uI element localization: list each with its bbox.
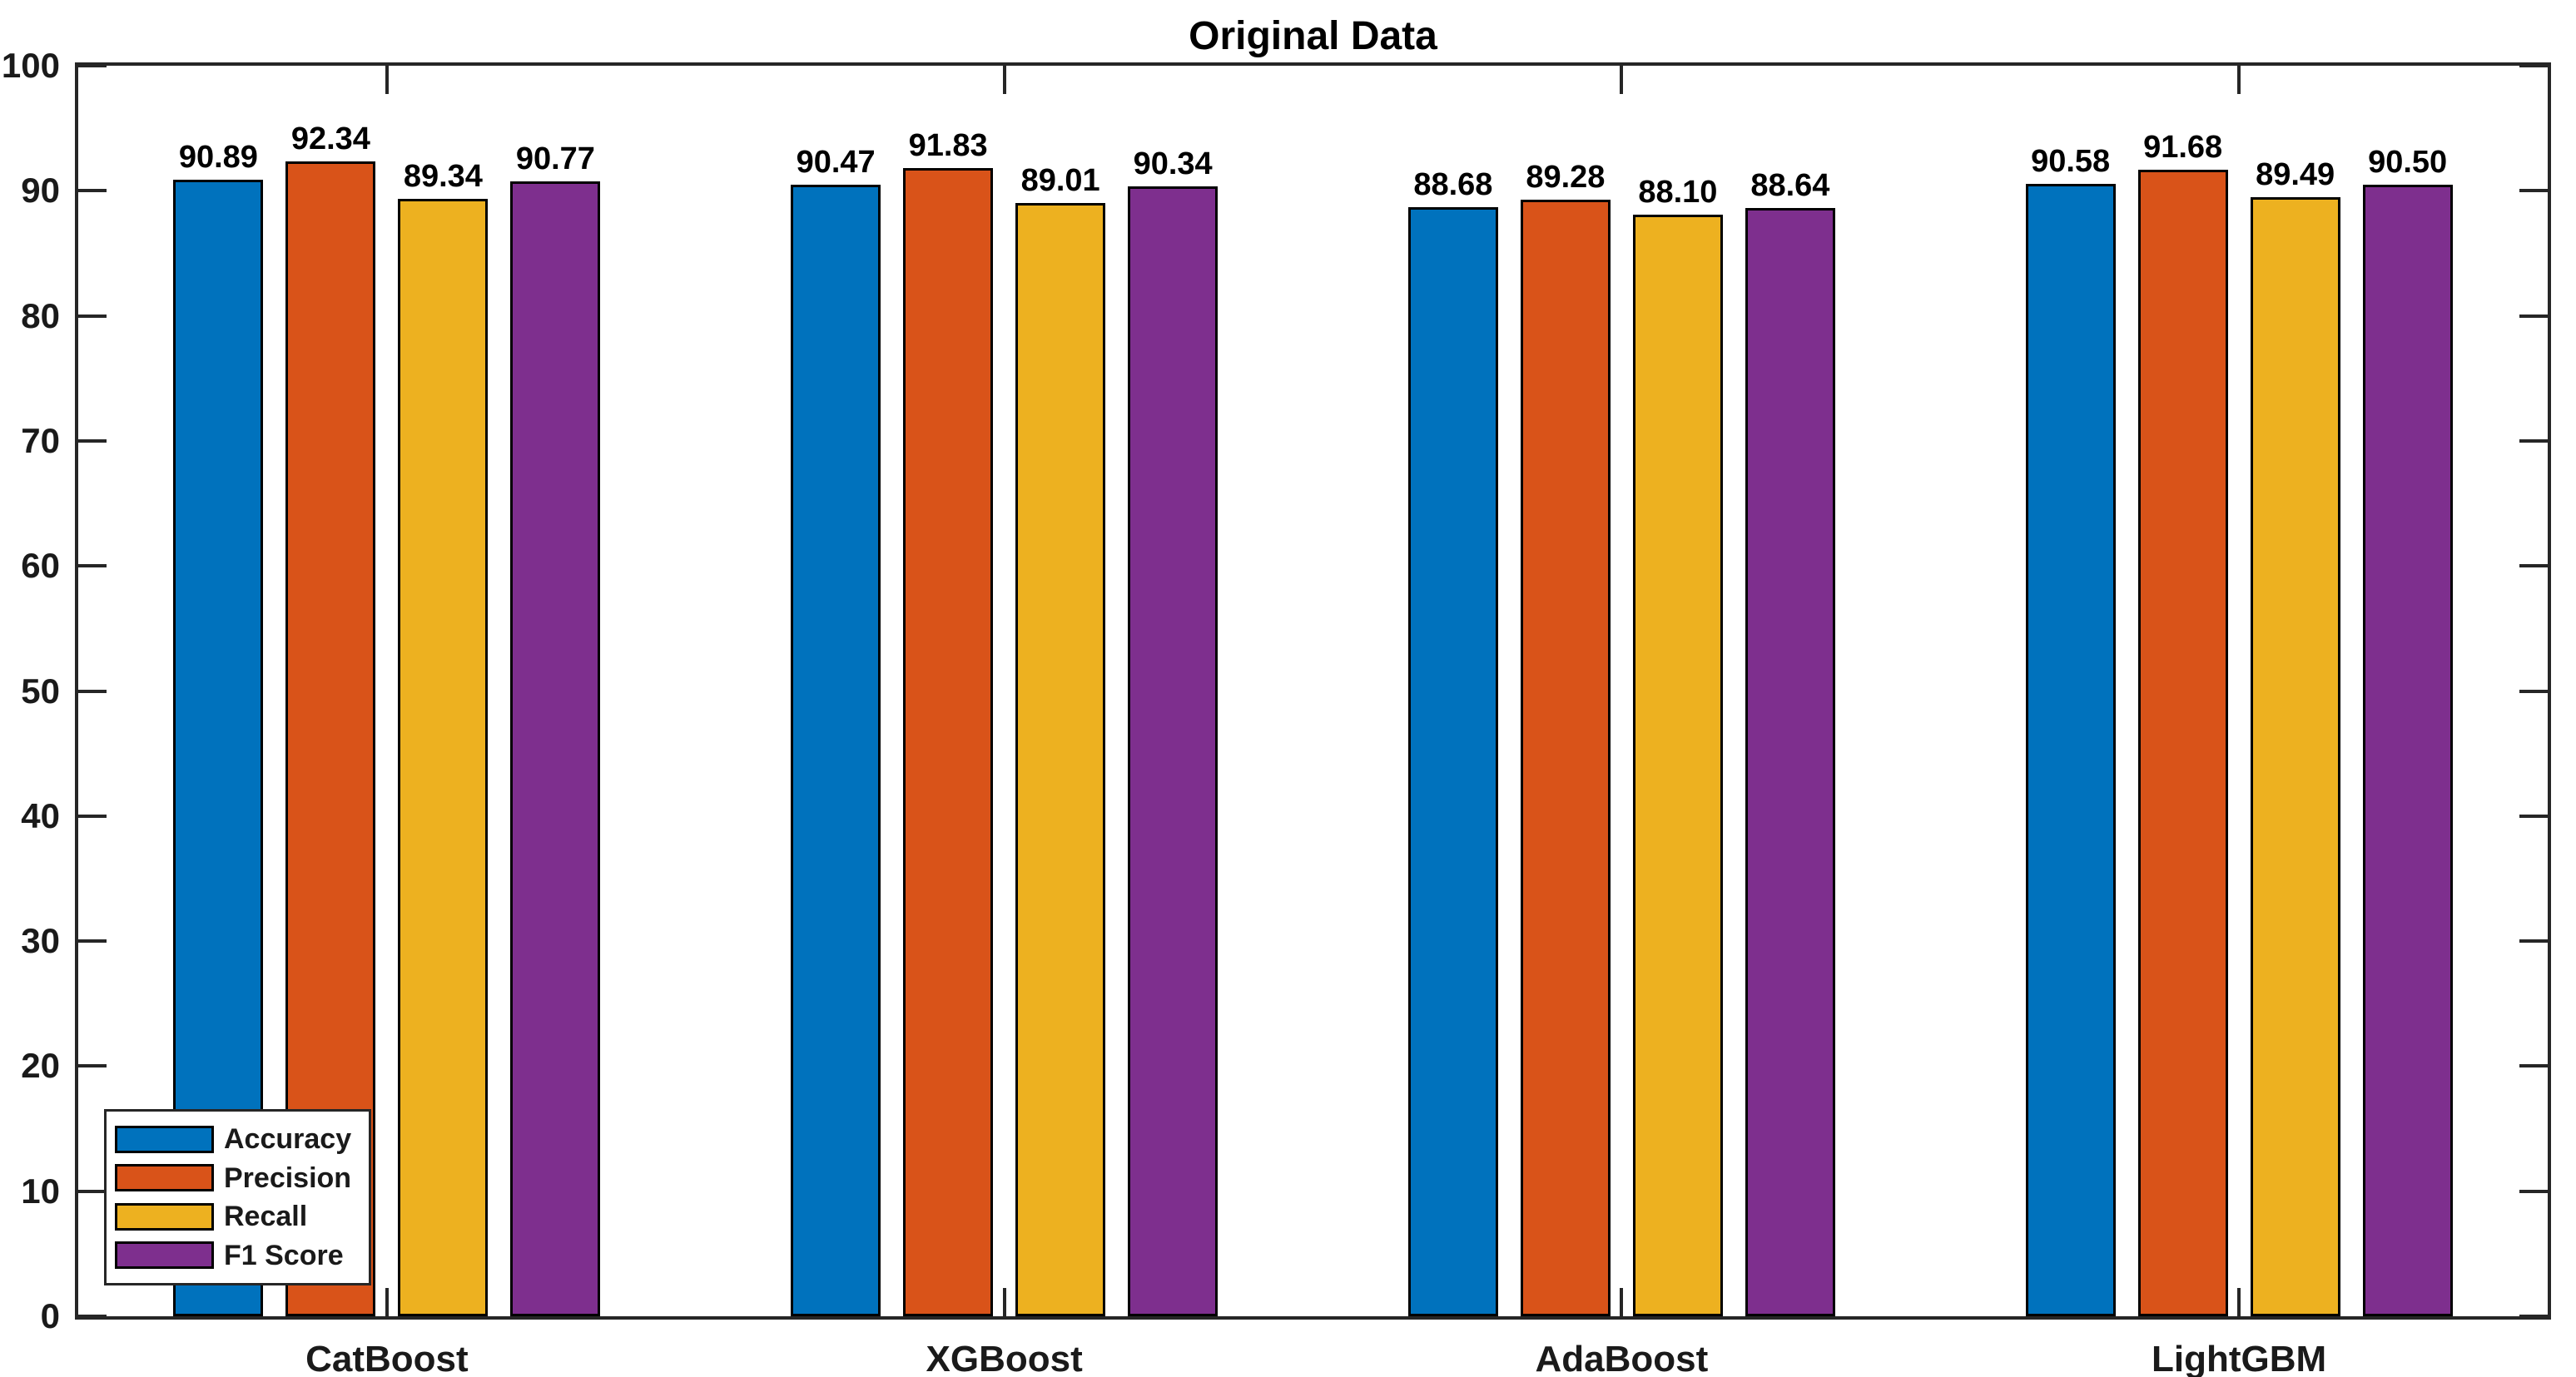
y-tick-mark-left bbox=[78, 438, 107, 443]
x-axis-category-label-lightgbm: LightGBM bbox=[2152, 1339, 2327, 1377]
bar-value-label: 92.34 bbox=[290, 121, 370, 157]
y-tick-mark-left bbox=[78, 1189, 107, 1193]
legend-item-recall: Recall bbox=[115, 1202, 364, 1231]
y-axis-tick-label: 80 bbox=[21, 295, 60, 335]
legend-item-accuracy: Accuracy bbox=[115, 1125, 364, 1153]
y-axis-tick-label: 40 bbox=[21, 795, 60, 835]
legend-label: Accuracy bbox=[224, 1123, 352, 1156]
bar-precision-adaboost bbox=[1520, 200, 1611, 1316]
bar-value-label: 89.49 bbox=[2256, 156, 2335, 192]
plot-area: 90.89 92.34 89.34 90.77 90.47 91.83 89.01 90.34… bbox=[75, 62, 2551, 1320]
legend-swatch-recall bbox=[115, 1202, 214, 1231]
x-axis-category-label-xgboost: XGBoost bbox=[926, 1339, 1083, 1377]
legend: Accuracy Precision Recall F1 Score bbox=[104, 1109, 371, 1285]
y-tick-mark-right bbox=[2519, 438, 2548, 443]
y-tick-mark-right bbox=[2519, 564, 2548, 568]
chart-title: Original Data bbox=[1189, 14, 1437, 58]
bar-f1-score-xgboost bbox=[1128, 186, 1219, 1316]
y-tick-mark-left bbox=[78, 939, 107, 944]
bar-value-label: 89.01 bbox=[1020, 163, 1100, 199]
y-tick-mark-left bbox=[78, 564, 107, 568]
y-tick-mark-right bbox=[2519, 1189, 2548, 1193]
bar-accuracy-xgboost bbox=[791, 185, 881, 1316]
y-axis-tick-label: 20 bbox=[21, 1046, 60, 1086]
x-axis-category-label-adaboost: AdaBoost bbox=[1535, 1339, 1709, 1377]
y-tick-mark-right bbox=[2519, 689, 2548, 693]
bar-precision-lightgbm bbox=[2137, 170, 2228, 1316]
legend-label: Recall bbox=[224, 1201, 308, 1233]
y-tick-mark-left bbox=[78, 314, 107, 318]
y-tick-mark-right bbox=[2519, 939, 2548, 944]
legend-swatch-f1-score bbox=[115, 1241, 214, 1270]
bar-value-label: 91.83 bbox=[908, 127, 988, 163]
x-tick-mark-bottom bbox=[1620, 1288, 1624, 1316]
x-tick-mark-bottom bbox=[1002, 1288, 1006, 1316]
y-tick-mark-left bbox=[78, 64, 107, 67]
bar-value-label: 90.77 bbox=[515, 141, 595, 176]
legend-swatch-accuracy bbox=[115, 1125, 214, 1153]
y-axis-tick-label: 90 bbox=[21, 171, 60, 211]
y-tick-mark-left bbox=[78, 1315, 107, 1318]
x-tick-mark-top bbox=[2237, 66, 2241, 94]
y-tick-mark-left bbox=[78, 1064, 107, 1068]
y-tick-mark-right bbox=[2519, 1315, 2548, 1318]
x-tick-mark-bottom bbox=[2237, 1288, 2241, 1316]
bar-f1-score-lightgbm bbox=[2362, 184, 2453, 1316]
y-tick-mark-right bbox=[2519, 314, 2548, 318]
y-axis-tick-label: 10 bbox=[21, 1171, 60, 1211]
y-tick-mark-right bbox=[2519, 64, 2548, 67]
y-tick-mark-right bbox=[2519, 1064, 2548, 1068]
bar-value-label: 89.28 bbox=[1526, 160, 1606, 196]
x-tick-mark-top bbox=[1002, 66, 1006, 94]
bar-value-label: 88.68 bbox=[1413, 167, 1493, 203]
legend-label: F1 Score bbox=[224, 1239, 344, 1271]
bar-precision-xgboost bbox=[903, 167, 994, 1316]
bar-value-label: 88.64 bbox=[1750, 167, 1830, 203]
bar-recall-catboost bbox=[398, 199, 489, 1316]
x-tick-mark-bottom bbox=[385, 1288, 389, 1316]
y-tick-mark-right bbox=[2519, 814, 2548, 818]
y-axis-tick-label: 0 bbox=[40, 1296, 60, 1335]
bar-value-label: 91.68 bbox=[2143, 130, 2223, 166]
legend-item-f1-score: F1 Score bbox=[115, 1241, 364, 1270]
y-axis-tick-label: 30 bbox=[21, 921, 60, 961]
bar-recall-xgboost bbox=[1015, 203, 1106, 1316]
legend-swatch-precision bbox=[115, 1164, 214, 1192]
legend-item-precision: Precision bbox=[115, 1164, 364, 1192]
y-tick-mark-left bbox=[78, 689, 107, 693]
bar-recall-lightgbm bbox=[2250, 196, 2340, 1316]
y-axis-tick-label: 60 bbox=[21, 546, 60, 586]
bar-value-label: 88.10 bbox=[1638, 174, 1718, 210]
bar-value-label: 89.34 bbox=[403, 159, 483, 195]
bar-value-label: 90.34 bbox=[1133, 146, 1213, 182]
y-tick-mark-left bbox=[78, 189, 107, 193]
y-axis-tick-label: 50 bbox=[21, 671, 60, 711]
bar-value-label: 90.58 bbox=[2031, 143, 2111, 179]
y-axis-tick-label: 70 bbox=[21, 420, 60, 460]
y-axis-tick-label: 100 bbox=[1, 46, 60, 85]
bar-f1-score-catboost bbox=[510, 181, 601, 1316]
y-tick-mark-left bbox=[78, 814, 107, 818]
x-tick-mark-top bbox=[1620, 66, 1624, 94]
bar-value-label: 90.89 bbox=[178, 139, 258, 175]
x-axis-category-label-catboost: CatBoost bbox=[305, 1339, 469, 1377]
legend-label: Precision bbox=[224, 1162, 352, 1194]
bar-recall-adaboost bbox=[1632, 214, 1723, 1316]
bar-value-label: 90.50 bbox=[2368, 144, 2448, 180]
bar-f1-score-adaboost bbox=[1745, 207, 1835, 1316]
x-tick-mark-top bbox=[385, 66, 389, 94]
y-tick-mark-right bbox=[2519, 189, 2548, 193]
bar-value-label: 90.47 bbox=[796, 145, 876, 181]
bar-accuracy-lightgbm bbox=[2025, 183, 2116, 1316]
bar-accuracy-adaboost bbox=[1407, 207, 1498, 1316]
